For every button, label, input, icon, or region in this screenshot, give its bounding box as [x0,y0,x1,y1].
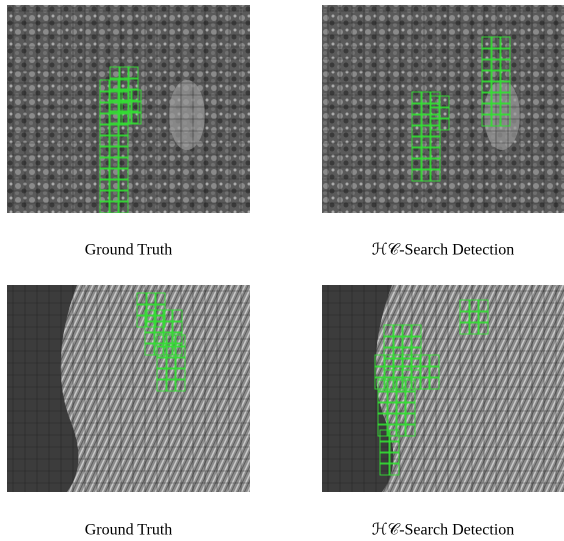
micrograph [322,5,564,213]
image-panel [7,5,250,213]
page: Ground Truth ℋ𝒞-Search Detection Ground Tr… [0,0,564,541]
figure: Ground Truth ℋ𝒞-Search Detection Ground Tr… [0,0,564,541]
image-panel [322,285,564,492]
micrograph [7,5,250,213]
image-panel [7,285,250,492]
caption: Ground Truth [85,242,173,259]
micrograph [7,285,250,492]
background [322,5,564,213]
caption: Ground Truth [85,522,173,539]
fragment [169,80,205,150]
micrograph [322,285,564,492]
image-panel [322,5,564,213]
caption: ℋ𝒞-Search Detection [372,242,515,259]
caption: ℋ𝒞-Search Detection [372,522,515,539]
background [7,5,250,213]
